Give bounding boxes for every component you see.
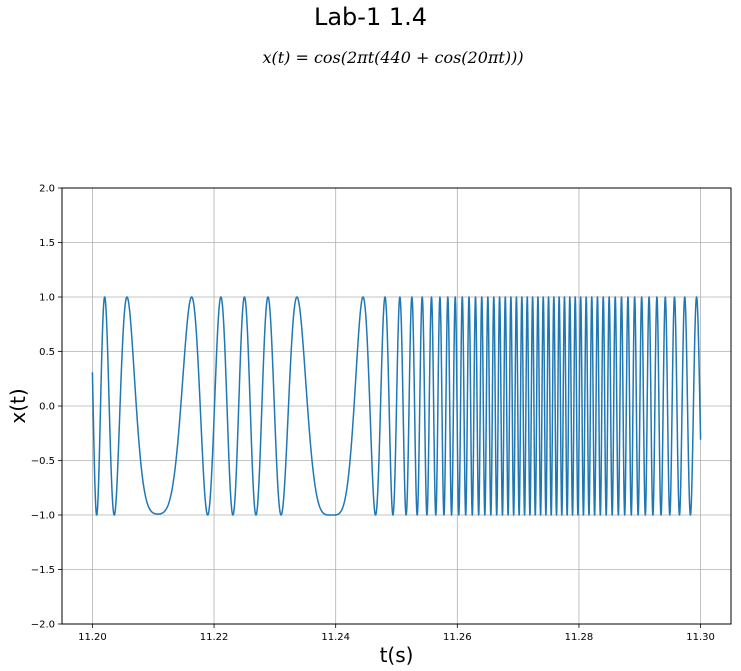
y-tick-label: 1.0 bbox=[39, 293, 55, 304]
y-tick-label: −1.5 bbox=[31, 565, 55, 576]
x-tick-label: 11.20 bbox=[78, 632, 107, 643]
x-axis-label: t(s) bbox=[380, 643, 414, 667]
x-tick-label: 11.30 bbox=[686, 632, 715, 643]
x-tick-label: 11.26 bbox=[443, 632, 472, 643]
y-tick-label: 0.5 bbox=[39, 347, 55, 358]
y-tick-label: −0.5 bbox=[31, 456, 55, 467]
x-tick-label: 11.28 bbox=[565, 632, 594, 643]
chart-title: Lab-1 1.4 bbox=[313, 3, 428, 31]
y-tick-label: 1.5 bbox=[39, 238, 55, 249]
y-tick-label: 2.0 bbox=[39, 184, 55, 195]
y-tick-label: −1.0 bbox=[31, 511, 55, 522]
x-tick-label: 11.22 bbox=[200, 632, 229, 643]
y-tick-label: −2.0 bbox=[31, 620, 55, 631]
x-axis-ticks: 11.20 11.22 11.24 11.26 11.28 11.30 bbox=[78, 624, 715, 643]
x-tick-label: 11.24 bbox=[321, 632, 350, 643]
series-layer bbox=[91, 296, 702, 516]
y-axis-label: x(t) bbox=[6, 388, 30, 423]
series-line-0 bbox=[91, 296, 702, 516]
y-axis-ticks: −2.0 −1.5 −1.0 −0.5 0.0 0.5 1.0 1.5 2.0 bbox=[31, 184, 62, 631]
y-tick-label: 0.0 bbox=[39, 402, 55, 413]
chart-subtitle: x(t) = cos(2πt(440 + cos(20πt))) bbox=[262, 48, 524, 67]
